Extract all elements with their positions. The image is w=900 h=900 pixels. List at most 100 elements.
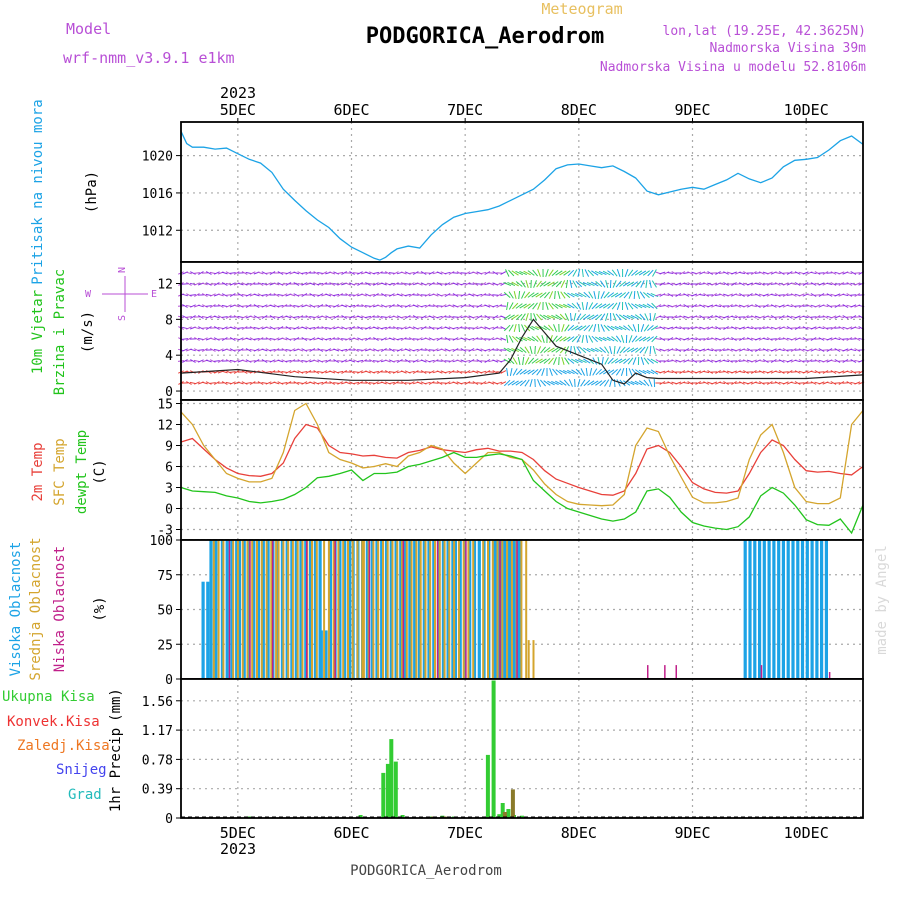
wind-vector [205,271,212,275]
wind-vector [754,272,761,274]
wind-vector [569,279,573,289]
wind-vector [846,326,853,330]
wind-vector [679,315,686,319]
wind-vector [182,304,188,308]
wind-vector [543,358,551,364]
wind-vector [774,282,781,286]
wind-vector [539,314,547,320]
wind-vector [850,271,857,275]
wind-vector [583,379,591,387]
wind-vector [731,381,737,385]
wind-vector [588,291,594,299]
wind-vector [675,348,682,352]
wind-vector [257,381,264,385]
mid-cloud-bar [287,540,290,679]
clouds-ytick-label: 100 [150,534,173,549]
wind-vector [205,282,212,286]
wind-vector [778,348,785,352]
wind-vector [790,381,797,385]
wind-vector [638,336,647,342]
wind-vector [663,315,670,319]
wind-vector [408,337,415,341]
wind-vector [289,348,296,352]
wind-vector [794,271,801,275]
low-cloud-bar [334,540,336,679]
wind-vector [667,381,674,385]
wind-vector [464,282,471,286]
wind-vector [719,272,726,274]
wind-vector [786,304,793,308]
wind-vector [794,282,801,286]
precip-ytick-label: 1.17 [142,724,173,739]
total-precip-bar [500,803,505,818]
wind-vector [416,293,423,297]
wind-vector [675,282,682,286]
wind-vector [532,269,538,277]
wind-vector [590,281,599,287]
wind-vector [365,337,371,341]
wind-vector [565,279,568,289]
wind-vector [600,313,606,321]
mid-cloud-bar [434,540,436,679]
wind-vector [297,359,304,363]
wind-vector [746,282,753,286]
wind-vector [806,283,813,285]
wind-vector [513,323,517,333]
wind-vector [555,369,563,375]
mid-cloud-bar [337,540,340,679]
wind-vector [623,358,631,364]
wind-vector [400,271,407,275]
bottom-date-labels: 5DEC 6DEC 7DEC 8DEC 9DEC 10DEC [220,824,829,842]
wind-vector [536,335,542,343]
mid-cloud-bar [438,540,441,679]
wind-vector [604,357,609,365]
mid-cloud-bar [347,540,349,679]
wind-vector [476,304,483,308]
wind-vector [377,315,383,319]
wind-vector [484,271,491,275]
wind-vector [802,305,809,307]
wind-vector [754,293,761,297]
wind-vector [464,359,471,363]
wind-vector [631,270,638,276]
wind-vector [703,370,710,374]
high-cloud-bar [800,540,805,679]
wind-vector [620,335,625,343]
wind-vector [640,357,645,365]
wind-vector [221,326,228,330]
wind-vector [257,271,264,275]
wind-vector [377,271,383,275]
wind-vector [770,382,777,384]
wind-vector [798,293,805,297]
high-cloud-bar [463,540,467,679]
wind-vector [604,379,610,387]
wind-vector [201,327,208,329]
wind-vector [854,326,861,330]
wind-vector [703,337,710,341]
wind-vector [337,360,344,362]
wind-vector [551,303,559,309]
wind-vector [233,359,240,363]
wind-vector [683,304,690,308]
date-label-top: 5DEC [220,101,256,119]
wind-vector [735,315,741,319]
wind-vector [492,359,499,363]
wind-vector [766,381,773,385]
wind-vector [333,348,340,352]
high-cloud-bar [815,540,819,679]
wind-vector [575,325,583,331]
mid-cloud-bar [377,540,380,679]
wind-vector [313,326,320,330]
wind-vector [555,270,563,276]
wind-vector [185,271,192,275]
high-cloud-bar [214,540,218,679]
wind-vector [376,348,383,352]
wind-vector [822,294,829,296]
wind-vector [518,323,520,333]
wind-vector [317,283,324,285]
wind-vector [555,336,563,342]
wind-vector [707,304,714,308]
wind-vector [519,303,527,309]
wind-vector [349,294,356,296]
wind-vector [360,327,368,329]
